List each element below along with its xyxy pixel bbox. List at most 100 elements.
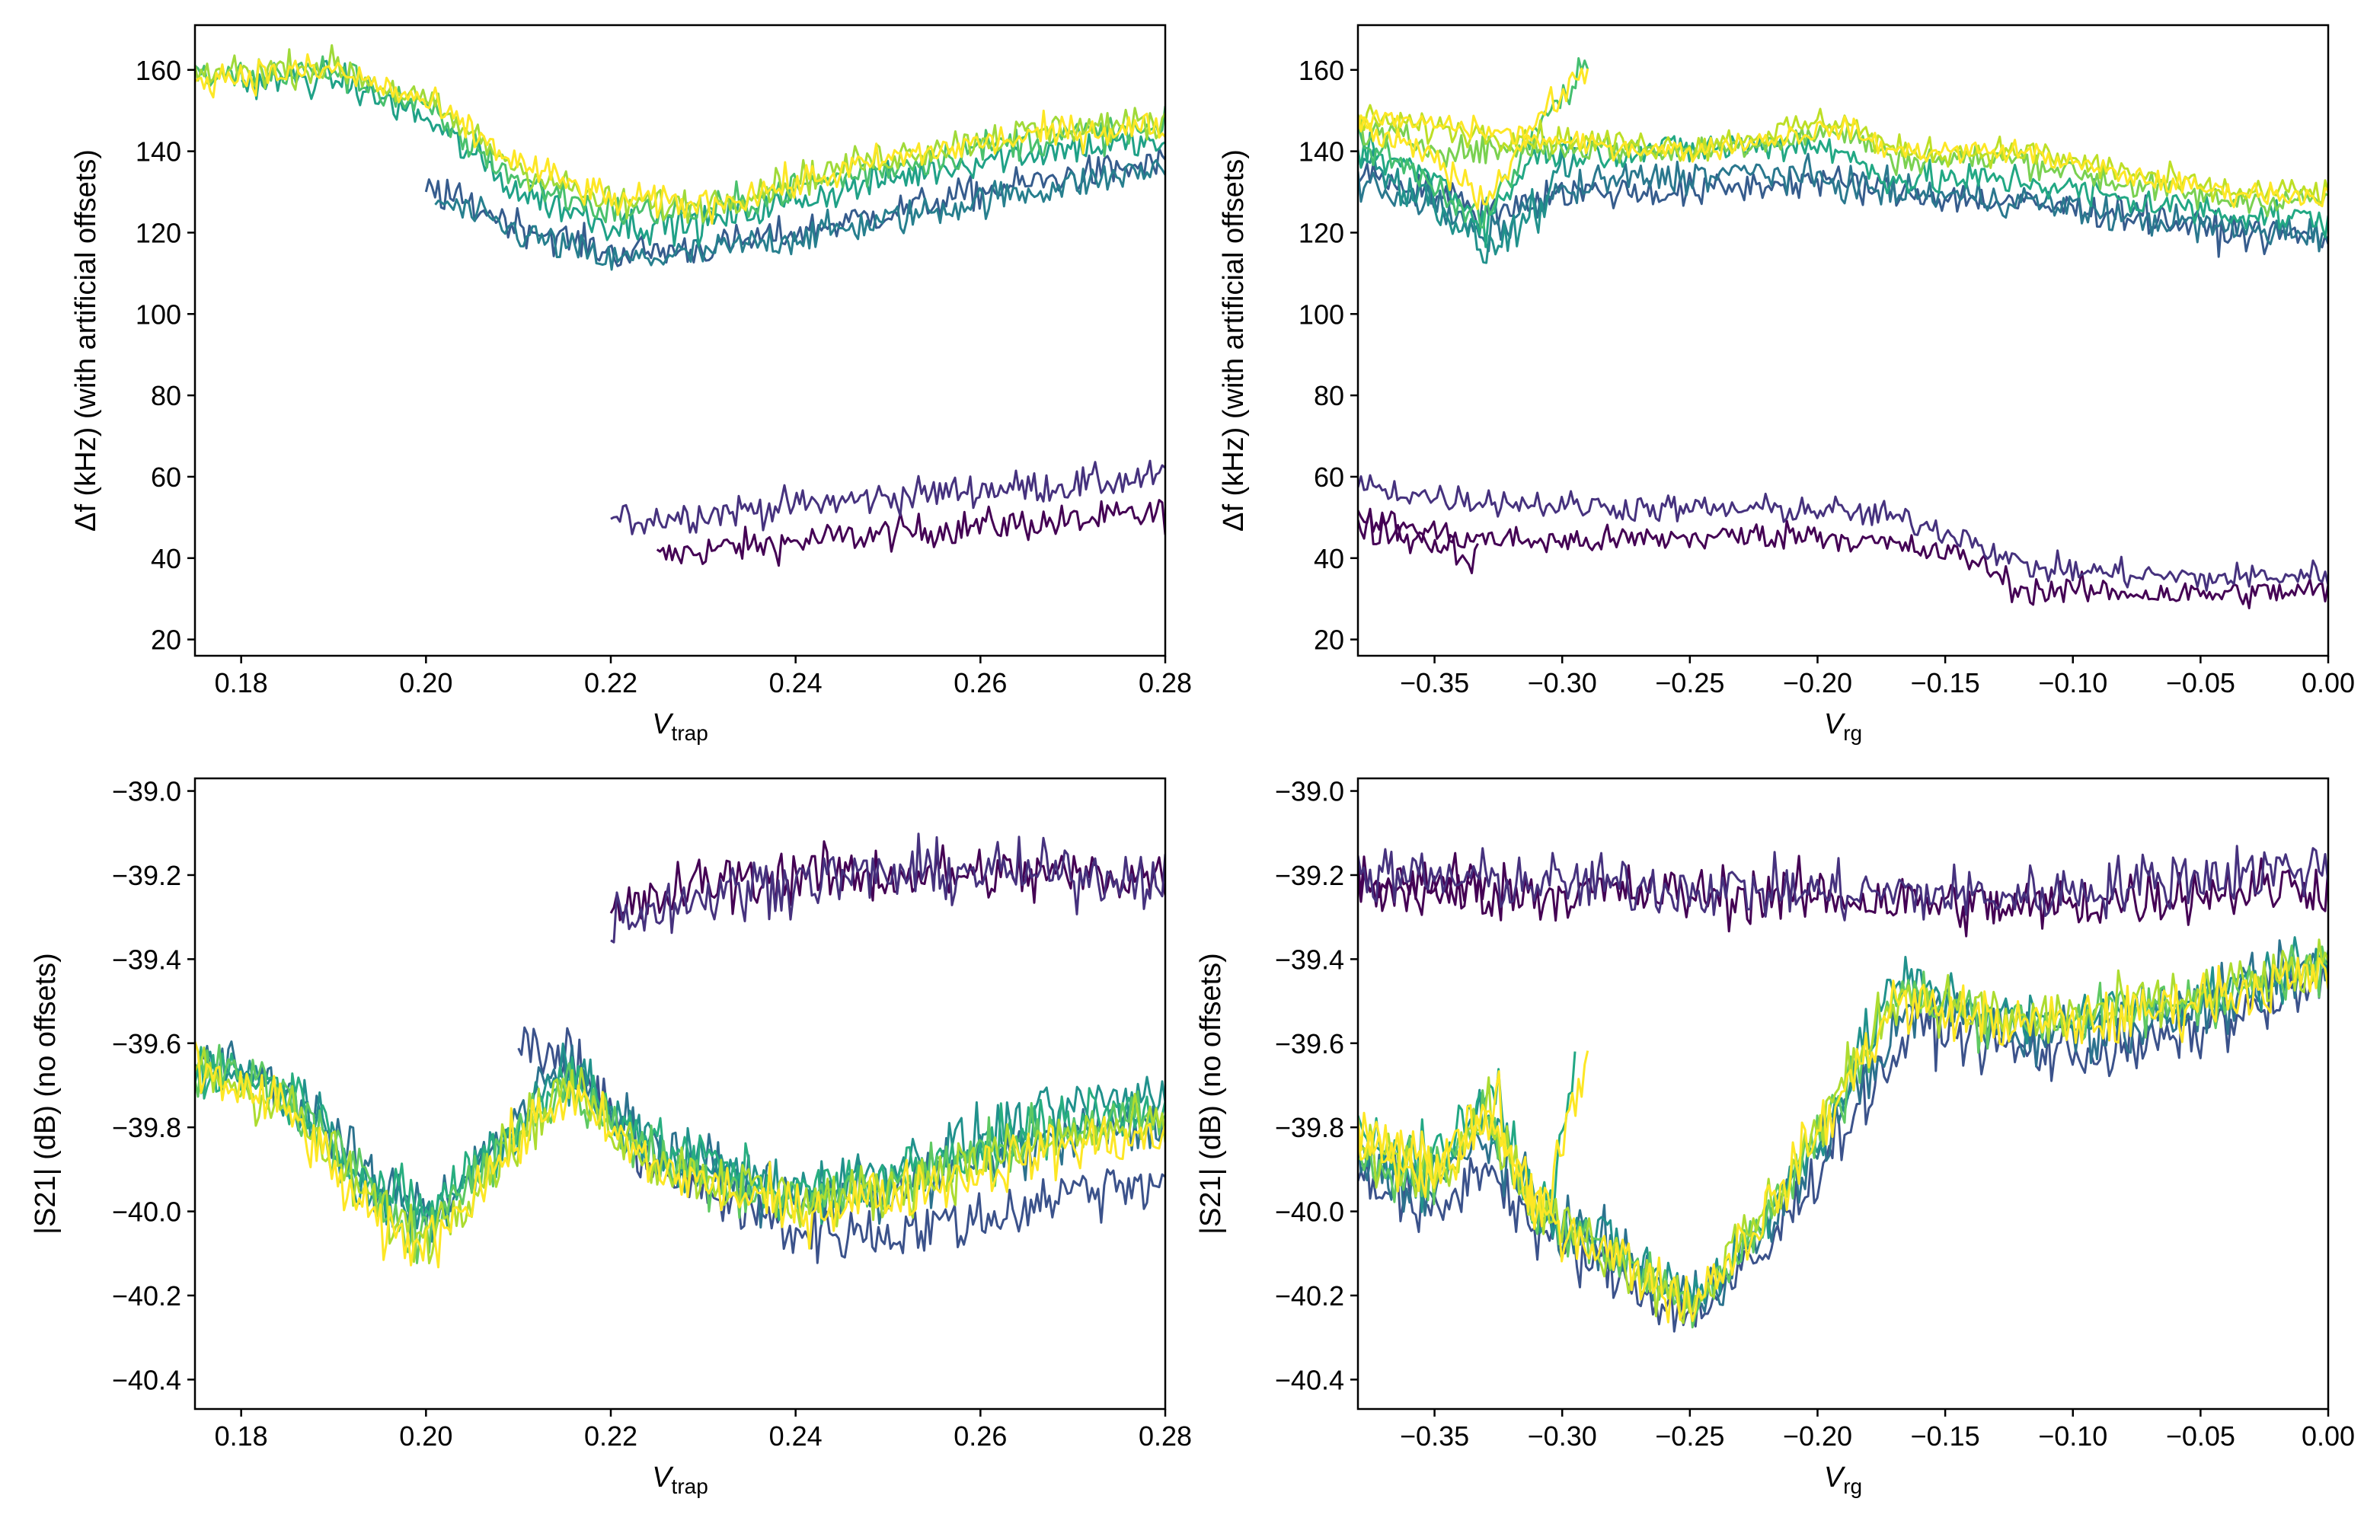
y-tick-label: −39.2 — [112, 860, 181, 891]
series-line-3 — [1358, 958, 2328, 1333]
x-tick-label: −0.35 — [1400, 1420, 1469, 1452]
x-tick-label: 0.22 — [584, 667, 637, 698]
axes-frame — [193, 777, 1167, 1411]
y-tick-label: 40 — [1314, 543, 1344, 574]
y-axis-label: Δf (kHz) (with artificial offsets) — [1218, 149, 1250, 532]
y-axis-label: Δf (kHz) (with artificial offsets) — [70, 149, 102, 532]
x-tick-label: 0.24 — [769, 1420, 823, 1452]
series-line-7 — [195, 53, 1165, 225]
x-tick-label: 0.20 — [399, 667, 452, 698]
y-tick-label: −40.4 — [112, 1364, 181, 1395]
series-line-8 — [1358, 118, 2328, 218]
x-tick-label: 0.22 — [584, 1420, 637, 1452]
y-tick-label: −39.2 — [1275, 860, 1344, 891]
chart-panel-bottom-right: −0.35 −0.30 −0.25 −0.20 −0.15 −0.10 −0.05 0.00 −… — [1195, 776, 2355, 1498]
y-axis-label: |S21| (dB) (no offsets) — [1195, 953, 1227, 1235]
y-tick-label: −40.2 — [1275, 1280, 1344, 1312]
chart-panel-top-right: −0.35 −0.30 −0.25 −0.20 −0.15 −0.10 −0.05 0.00 2… — [1218, 24, 2355, 745]
x-tick-label: −0.20 — [1783, 667, 1852, 698]
x-tick-label: −0.15 — [1911, 1420, 1980, 1452]
series-line-1 — [610, 459, 1165, 535]
x-tick-label: −0.35 — [1400, 667, 1469, 698]
x-tick-label: −0.30 — [1528, 667, 1597, 698]
y-tick-label: 120 — [136, 217, 181, 248]
y-tick-label: −40.4 — [1275, 1364, 1344, 1395]
x-axis-label: Vtrap — [652, 708, 708, 745]
x-axis-label: Vtrap — [652, 1462, 708, 1498]
series-line-2 — [1358, 474, 2328, 592]
series-line-2 — [517, 1026, 1165, 1264]
series-line-6 — [1358, 131, 2328, 248]
series-line-2 — [1358, 845, 2328, 922]
x-tick-label: −0.15 — [1911, 667, 1980, 698]
y-tick-label: 100 — [1299, 299, 1344, 330]
series-line-5 — [1358, 146, 1577, 264]
series-group — [1358, 57, 2328, 609]
y-tick-label: −39.0 — [112, 776, 181, 807]
series-line-11 — [1358, 109, 2328, 209]
series-line-1 — [610, 832, 1165, 944]
series-line-4 — [1358, 152, 2328, 253]
x-tick-label: −0.10 — [2038, 1420, 2107, 1452]
series-line-7 — [1358, 57, 1589, 229]
y-tick-label: 120 — [1299, 217, 1344, 248]
y-tick-label: −39.8 — [112, 1112, 181, 1143]
series-line-10 — [1358, 957, 2328, 1324]
x-axis-label: Vrg — [1824, 708, 1862, 745]
series-line-3 — [434, 158, 1165, 271]
y-tick-label: 140 — [1299, 136, 1344, 168]
axes-frame — [1356, 777, 2330, 1411]
y-tick-label: −39.6 — [1275, 1028, 1344, 1059]
y-tick-label: −40.2 — [112, 1280, 181, 1312]
x-tick-label: 0.26 — [954, 1420, 1007, 1452]
x-tick-label: 0.24 — [769, 667, 823, 698]
y-tick-label: 40 — [151, 543, 181, 574]
x-tick-label: 0.18 — [215, 667, 268, 698]
x-tick-label: −0.05 — [2166, 667, 2235, 698]
y-tick-label: −40.0 — [112, 1197, 181, 1228]
y-tick-label: −39.4 — [112, 944, 181, 975]
series-line-1 — [1358, 507, 2328, 609]
y-tick-label: 80 — [151, 380, 181, 411]
y-tick-label: 60 — [1314, 462, 1344, 493]
series-group — [195, 44, 1165, 567]
x-tick-label: −0.30 — [1528, 1420, 1597, 1452]
x-tick-label: 0.28 — [1139, 1420, 1192, 1452]
x-tick-label: 0.28 — [1139, 667, 1192, 698]
axes-frame — [193, 24, 1167, 657]
series-line-1 — [1358, 855, 2328, 938]
chart-panel-bottom-left: 0.18 0.20 0.22 0.24 0.26 0.28 −40.4 −40.2 −40.0 −… — [30, 776, 1192, 1498]
chart-panel-top-left: 0.18 0.20 0.22 0.24 0.26 0.28 20 40 60 80 100 120 14… — [70, 24, 1192, 745]
series-line-7 — [195, 1046, 1165, 1265]
series-line-8 — [195, 1041, 1165, 1269]
y-tick-label: 140 — [136, 136, 181, 168]
y-tick-label: 20 — [151, 625, 181, 656]
x-tick-label: 0.00 — [2302, 1420, 2355, 1452]
series-line-0 — [1358, 510, 1479, 574]
y-tick-label: −39.4 — [1275, 944, 1344, 975]
y-axis-label: |S21| (dB) (no offsets) — [30, 953, 62, 1235]
y-tick-label: 160 — [1299, 55, 1344, 86]
axes-frame — [1356, 24, 2330, 657]
x-tick-label: −0.10 — [2038, 667, 2107, 698]
y-tick-label: −39.6 — [112, 1028, 181, 1059]
y-tick-label: 80 — [1314, 380, 1344, 411]
series-line-8 — [1358, 938, 2328, 1324]
series-group — [1358, 845, 2328, 1333]
y-tick-label: −39.0 — [1275, 776, 1344, 807]
x-tick-label: 0.18 — [215, 1420, 268, 1452]
y-tick-label: 60 — [151, 462, 181, 493]
x-tick-label: 0.26 — [954, 667, 1007, 698]
y-tick-label: 20 — [1314, 625, 1344, 656]
x-axis-label: Vrg — [1824, 1462, 1862, 1498]
x-tick-label: −0.20 — [1783, 1420, 1852, 1452]
y-tick-label: −40.0 — [1275, 1197, 1344, 1228]
series-group — [195, 832, 1165, 1269]
series-line-0 — [656, 499, 1165, 567]
x-tick-label: 0.20 — [399, 1420, 452, 1452]
series-line-10 — [1358, 67, 1589, 210]
y-tick-label: 100 — [136, 299, 181, 330]
x-tick-label: 0.00 — [2302, 667, 2355, 698]
x-tick-label: −0.25 — [1655, 1420, 1724, 1452]
